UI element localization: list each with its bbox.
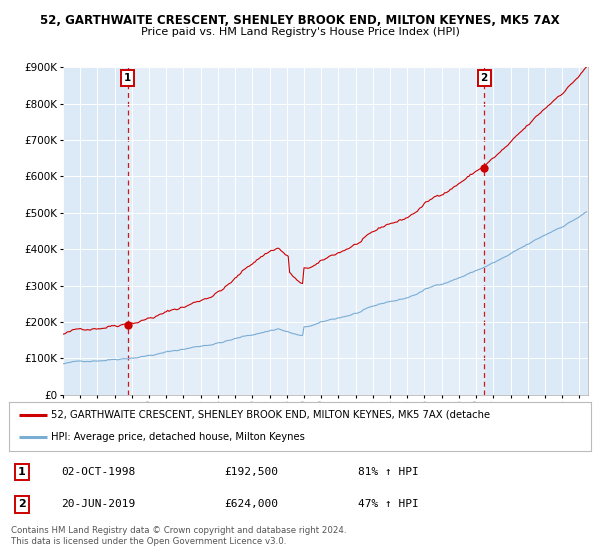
Text: Price paid vs. HM Land Registry's House Price Index (HPI): Price paid vs. HM Land Registry's House … xyxy=(140,27,460,37)
Text: Contains HM Land Registry data © Crown copyright and database right 2024.
This d: Contains HM Land Registry data © Crown c… xyxy=(11,526,346,546)
Text: 2: 2 xyxy=(481,73,488,83)
Text: 20-JUN-2019: 20-JUN-2019 xyxy=(61,500,136,510)
Text: 52, GARTHWAITE CRESCENT, SHENLEY BROOK END, MILTON KEYNES, MK5 7AX: 52, GARTHWAITE CRESCENT, SHENLEY BROOK E… xyxy=(40,14,560,27)
Text: £624,000: £624,000 xyxy=(224,500,278,510)
Text: 1: 1 xyxy=(124,73,131,83)
Bar xyxy=(128,67,484,395)
Text: 02-OCT-1998: 02-OCT-1998 xyxy=(61,466,136,477)
Text: HPI: Average price, detached house, Milton Keynes: HPI: Average price, detached house, Milt… xyxy=(52,432,305,442)
Text: 52, GARTHWAITE CRESCENT, SHENLEY BROOK END, MILTON KEYNES, MK5 7AX (detache: 52, GARTHWAITE CRESCENT, SHENLEY BROOK E… xyxy=(52,410,491,420)
Text: £192,500: £192,500 xyxy=(224,466,278,477)
Text: 47% ↑ HPI: 47% ↑ HPI xyxy=(358,500,419,510)
Text: 81% ↑ HPI: 81% ↑ HPI xyxy=(358,466,419,477)
Text: 2: 2 xyxy=(18,500,26,510)
Text: 1: 1 xyxy=(18,466,26,477)
